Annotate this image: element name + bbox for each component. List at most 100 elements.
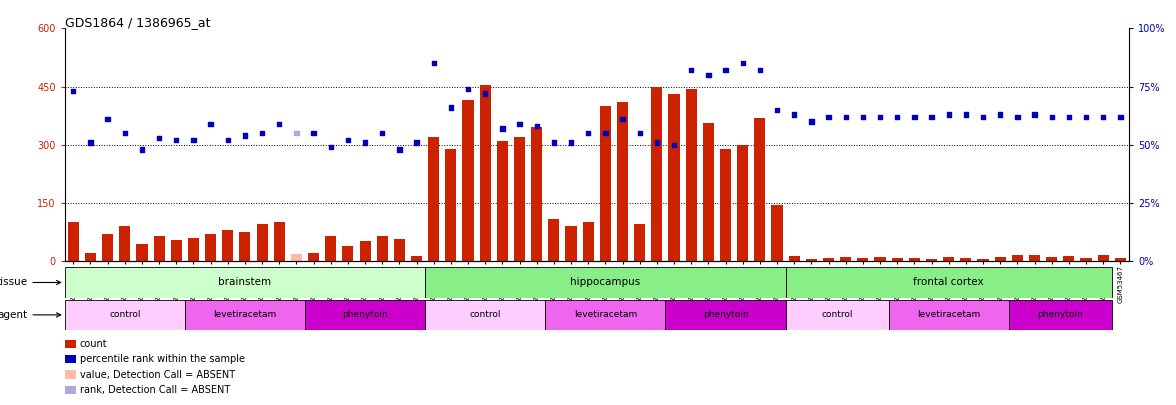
Bar <box>136 244 147 261</box>
Text: brainstem: brainstem <box>219 277 272 288</box>
Point <box>1111 113 1130 120</box>
Text: hippocampus: hippocampus <box>570 277 641 288</box>
Bar <box>548 219 560 261</box>
Bar <box>68 222 79 261</box>
Bar <box>875 257 886 261</box>
Point <box>870 113 889 120</box>
Bar <box>102 234 113 261</box>
Bar <box>256 224 268 261</box>
Text: frontal cortex: frontal cortex <box>914 277 984 288</box>
Point <box>956 111 975 118</box>
Point <box>64 88 82 94</box>
Bar <box>961 258 971 261</box>
Text: phenytoin: phenytoin <box>1037 310 1083 320</box>
Point <box>613 116 632 122</box>
Bar <box>1011 256 1023 261</box>
Bar <box>686 89 697 261</box>
Text: agent: agent <box>0 310 61 320</box>
Point <box>734 60 753 66</box>
Point <box>459 86 477 92</box>
Bar <box>514 137 526 261</box>
Bar <box>546 300 666 330</box>
Text: control: control <box>469 310 501 320</box>
Bar <box>428 137 440 261</box>
Bar <box>666 300 786 330</box>
Point <box>906 113 924 120</box>
Bar <box>1063 256 1075 261</box>
Bar <box>426 267 786 298</box>
Point <box>98 116 116 122</box>
Point <box>544 139 563 146</box>
Bar <box>496 141 508 261</box>
Bar <box>305 300 426 330</box>
Point <box>579 130 597 136</box>
Text: levetiracetam: levetiracetam <box>574 310 637 320</box>
Bar <box>889 300 1009 330</box>
Bar <box>290 254 302 261</box>
Point <box>922 113 941 120</box>
Point <box>425 60 443 66</box>
Point <box>940 111 958 118</box>
Point <box>201 121 220 127</box>
Point <box>1094 113 1112 120</box>
Point <box>133 146 152 153</box>
Point <box>699 72 717 78</box>
Bar <box>376 236 388 261</box>
Bar <box>394 239 405 261</box>
Text: levetiracetam: levetiracetam <box>917 310 981 320</box>
Text: control: control <box>821 310 853 320</box>
Point <box>716 67 735 74</box>
Bar <box>600 106 612 261</box>
Point <box>253 130 272 136</box>
Text: phenytoin: phenytoin <box>703 310 748 320</box>
Point <box>682 67 701 74</box>
Point <box>373 130 392 136</box>
Point <box>183 137 202 143</box>
Point <box>784 111 803 118</box>
Bar <box>806 259 817 261</box>
Bar <box>582 222 594 261</box>
Text: rank, Detection Call = ABSENT: rank, Detection Call = ABSENT <box>80 385 230 395</box>
Bar <box>240 232 250 261</box>
Bar <box>786 300 889 330</box>
Bar <box>1029 255 1040 261</box>
Point <box>596 130 615 136</box>
Point <box>1060 113 1078 120</box>
Bar <box>771 205 783 261</box>
Text: GDS1864 / 1386965_at: GDS1864 / 1386965_at <box>65 16 211 29</box>
Point <box>339 137 358 143</box>
Bar <box>188 238 199 261</box>
Bar <box>566 226 576 261</box>
Bar <box>857 258 868 261</box>
Point <box>407 139 426 146</box>
Point <box>888 113 907 120</box>
Bar <box>1047 257 1057 261</box>
Bar <box>85 254 96 261</box>
Bar <box>617 102 628 261</box>
Point <box>510 121 529 127</box>
Bar <box>480 85 490 261</box>
Point <box>441 104 460 111</box>
Point <box>750 67 769 74</box>
Point <box>648 139 667 146</box>
Bar <box>786 267 1111 298</box>
Point <box>836 113 855 120</box>
Bar <box>823 258 834 261</box>
Point <box>1008 113 1027 120</box>
Point <box>664 142 683 148</box>
Bar <box>977 259 989 261</box>
Text: tissue: tissue <box>0 277 61 288</box>
Bar <box>720 149 731 261</box>
Bar <box>789 256 800 261</box>
Bar <box>171 240 182 261</box>
Point <box>1077 113 1096 120</box>
Point <box>1042 113 1061 120</box>
Bar <box>668 94 680 261</box>
Bar <box>205 234 216 261</box>
Bar <box>119 226 131 261</box>
Point <box>287 130 306 136</box>
Bar <box>737 145 748 261</box>
Text: levetiracetam: levetiracetam <box>213 310 276 320</box>
Bar <box>308 253 319 261</box>
Bar <box>943 257 954 261</box>
